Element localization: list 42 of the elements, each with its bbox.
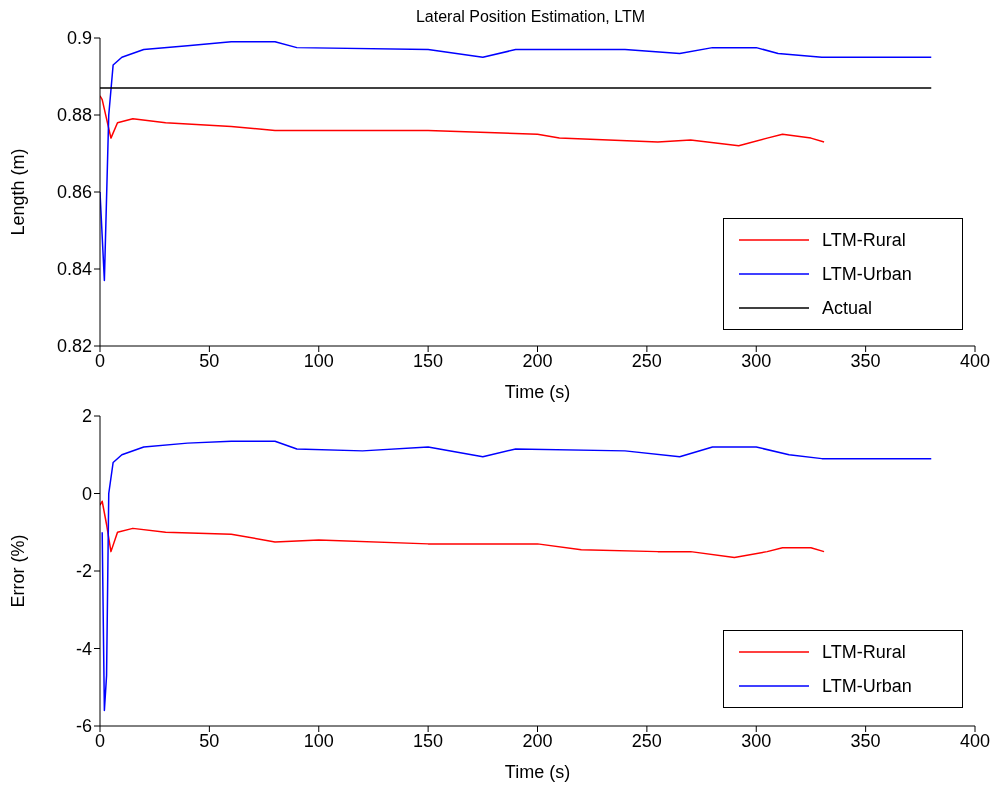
x-tick-label: 400 <box>959 730 991 751</box>
y-tick-label: 0.9 <box>66 28 92 49</box>
y-tick-label: -4 <box>75 638 92 659</box>
y-tick-label: 0 <box>81 483 92 504</box>
x-tick-label: 0 <box>94 350 106 371</box>
x-tick-label: 350 <box>850 350 881 371</box>
x-tick-label: 50 <box>199 730 220 751</box>
x-tick-label: 250 <box>631 350 662 371</box>
x-tick-label: 150 <box>413 730 444 751</box>
x-tick-label: 100 <box>303 350 334 371</box>
legend-label: Actual <box>822 297 873 319</box>
y-tick-label: 0.82 <box>56 336 92 357</box>
y-tick-label: 2 <box>81 406 92 427</box>
chart-title: Lateral Position Estimation, LTM <box>414 8 647 27</box>
line-series <box>100 41 932 282</box>
y-tick-label: 0.86 <box>56 182 92 203</box>
line-series <box>100 500 825 559</box>
y-tick-label: 0.88 <box>56 105 92 126</box>
x-tick-label: 200 <box>522 730 553 751</box>
x-tick-label: 250 <box>631 730 662 751</box>
y-axis-title: Error (%) <box>8 534 29 608</box>
x-tick-label: 200 <box>522 350 553 371</box>
y-tick-label: -6 <box>75 716 92 737</box>
line-series <box>101 440 932 712</box>
y-axis-title: Length (m) <box>8 148 29 236</box>
legend-label: LTM-Urban <box>822 263 912 285</box>
x-tick-label: 300 <box>741 730 772 751</box>
x-tick-label: 400 <box>959 350 991 371</box>
x-axis-title: Time (s) <box>504 762 571 782</box>
legend-label: LTM-Rural <box>822 641 906 663</box>
x-axis-title: Time (s) <box>504 382 571 402</box>
legend-label: LTM-Rural <box>822 229 906 251</box>
line-series <box>100 95 825 147</box>
x-tick-label: 50 <box>199 350 220 371</box>
x-tick-label: 100 <box>303 730 334 751</box>
x-tick-label: 300 <box>741 350 772 371</box>
legend-label: LTM-Urban <box>822 675 912 697</box>
x-tick-label: 0 <box>94 730 106 751</box>
y-tick-label: -2 <box>75 561 92 582</box>
x-tick-label: 350 <box>850 730 881 751</box>
x-tick-label: 150 <box>413 350 444 371</box>
y-tick-label: 0.84 <box>56 259 92 280</box>
